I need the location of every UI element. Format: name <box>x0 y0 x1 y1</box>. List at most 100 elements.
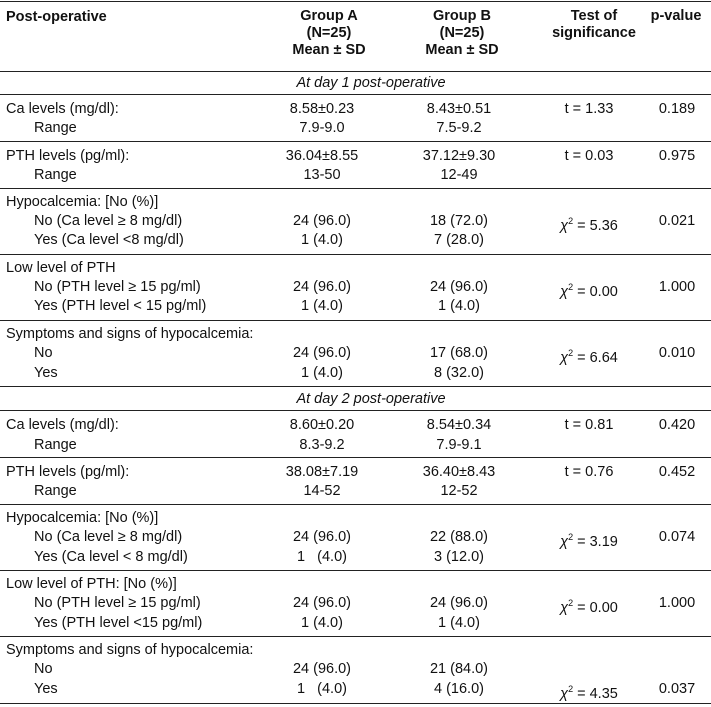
cell-group-b: 37.12±9.30 <box>422 148 496 164</box>
block-rule <box>0 254 711 255</box>
section-day2: At day 2 post-operative <box>296 391 446 407</box>
cell-group-b: 24 (96.0) <box>429 595 489 611</box>
header-group-a-line1: Group A <box>300 8 358 24</box>
cell-group-b: 36.40±8.43 <box>422 464 496 480</box>
cell-group-a: 24 (96.0) <box>292 595 352 611</box>
cell-group-b: 1 (4.0) <box>438 298 480 314</box>
cell-group-a: 8.3-9.2 <box>299 437 345 453</box>
row-label: Low level of PTH <box>6 260 116 276</box>
row-label: Range <box>34 167 77 183</box>
chi-square-symbol: χ2 <box>560 216 574 234</box>
cell-group-b: 8.43±0.51 <box>426 101 492 117</box>
block-rule <box>0 386 711 387</box>
cell-group-a: 24 (96.0) <box>292 661 352 677</box>
header-group-a-line3: Mean ± SD <box>292 42 366 58</box>
cell-group-a: 38.08±7.19 <box>285 464 359 480</box>
top-rule <box>0 1 711 2</box>
cell-test: χ2 = 5.36 <box>560 216 618 234</box>
header-test: Test of significance <box>552 8 636 42</box>
row-label: Yes (PTH level < 15 pg/ml) <box>34 298 207 314</box>
row-label: No (Ca level ≥ 8 mg/dl) <box>34 529 183 545</box>
row-label: Yes <box>34 365 58 381</box>
header-group-b-line2: (N=25) <box>439 25 485 41</box>
cell-group-a: 1 (4.0) <box>301 232 343 248</box>
row-label: Yes (Ca level <8 mg/dl) <box>34 232 184 248</box>
row-label: Ca levels (mg/dl): <box>6 101 119 117</box>
row-label: No (PTH level ≥ 15 pg/ml) <box>34 595 201 611</box>
cell-test: χ2 = 6.64 <box>560 348 618 366</box>
cell-pvalue: 0.037 <box>658 681 696 697</box>
header-group-a-line2: (N=25) <box>306 25 352 41</box>
header-rule <box>0 71 711 72</box>
cell-group-b: 7.9-9.1 <box>436 437 482 453</box>
cell-group-a: 36.04±8.55 <box>285 148 359 164</box>
header-postoperative: Post-operative <box>6 9 107 25</box>
block-rule <box>0 188 711 189</box>
cell-test: χ2 = 4.35 <box>560 684 618 702</box>
cell-group-a: 24 (96.0) <box>292 279 352 295</box>
chi-square-symbol: χ2 <box>560 282 574 300</box>
row-label: PTH levels (pg/ml): <box>6 148 130 164</box>
cell-group-a: 24 (96.0) <box>292 529 352 545</box>
section-day1: At day 1 post-operative <box>296 75 446 91</box>
cell-group-b: 12-49 <box>440 167 478 183</box>
row-label: No <box>34 345 53 361</box>
block-rule <box>0 320 711 321</box>
block-rule <box>0 141 711 142</box>
header-group-b-line3: Mean ± SD <box>425 42 499 58</box>
cell-group-a: 14-52 <box>303 483 341 499</box>
cell-group-a: 1 (4.0) <box>301 298 343 314</box>
cell-group-b: 1 (4.0) <box>438 615 480 631</box>
row-label: Yes <box>34 681 58 697</box>
header-test-line1: Test of <box>570 8 618 24</box>
chi-square-symbol: χ2 <box>560 684 574 702</box>
cell-pvalue: 0.975 <box>658 148 696 164</box>
cell-test: t = 0.03 <box>564 148 614 164</box>
row-label: Symptoms and signs of hypocalcemia: <box>6 642 254 658</box>
cell-group-b: 22 (88.0) <box>429 529 489 545</box>
cell-pvalue: 0.021 <box>658 213 696 229</box>
cell-test: t = 0.76 <box>564 464 614 480</box>
section-day2-rule <box>0 410 711 411</box>
cell-group-b: 8.54±0.34 <box>426 417 492 433</box>
row-label: Symptoms and signs of hypocalcemia: <box>6 326 254 342</box>
cell-pvalue: 0.189 <box>658 101 696 117</box>
chi-square-symbol: χ2 <box>560 532 574 550</box>
header-test-line2: significance <box>552 25 636 41</box>
cell-group-b: 7.5-9.2 <box>436 120 482 136</box>
row-label: Range <box>34 437 77 453</box>
row-label: No <box>34 661 53 677</box>
cell-test: t = 1.33 <box>564 101 614 117</box>
row-label: No (Ca level ≥ 8 mg/dl) <box>34 213 183 229</box>
header-group-a: Group A (N=25) Mean ± SD <box>292 8 365 59</box>
block-rule <box>0 457 711 458</box>
cell-test: t = 0.81 <box>564 417 614 433</box>
cell-pvalue: 0.420 <box>658 417 696 433</box>
cell-group-b: 4 (16.0) <box>434 681 484 697</box>
cell-group-a: 7.9-9.0 <box>299 120 345 136</box>
header-pvalue: p-value <box>650 8 702 24</box>
cell-group-a: 1 (4.0) <box>297 681 347 697</box>
cell-group-b: 12-52 <box>440 483 478 499</box>
chi-square-symbol: χ2 <box>560 348 574 366</box>
row-label: Yes (Ca level < 8 mg/dl) <box>34 549 188 565</box>
cell-group-a: 24 (96.0) <box>292 213 352 229</box>
cell-group-a: 1 (4.0) <box>297 549 347 565</box>
cell-group-a: 13-50 <box>303 167 341 183</box>
block-rule <box>0 504 711 505</box>
section-day1-rule <box>0 94 711 95</box>
cell-group-b: 18 (72.0) <box>429 213 489 229</box>
cell-group-a: 1 (4.0) <box>301 615 343 631</box>
row-label: Ca levels (mg/dl): <box>6 417 119 433</box>
cell-group-a: 8.60±0.20 <box>289 417 355 433</box>
cell-pvalue: 0.074 <box>658 529 696 545</box>
chi-square-symbol: χ2 <box>560 598 574 616</box>
block-rule <box>0 636 711 637</box>
bottom-rule <box>0 703 711 704</box>
header-group-b: Group B (N=25) Mean ± SD <box>425 8 498 59</box>
row-label: Hypocalcemia: [No (%)] <box>6 510 159 526</box>
row-label: Range <box>34 120 77 136</box>
cell-test: χ2 = 0.00 <box>560 282 618 300</box>
cell-group-a: 24 (96.0) <box>292 345 352 361</box>
